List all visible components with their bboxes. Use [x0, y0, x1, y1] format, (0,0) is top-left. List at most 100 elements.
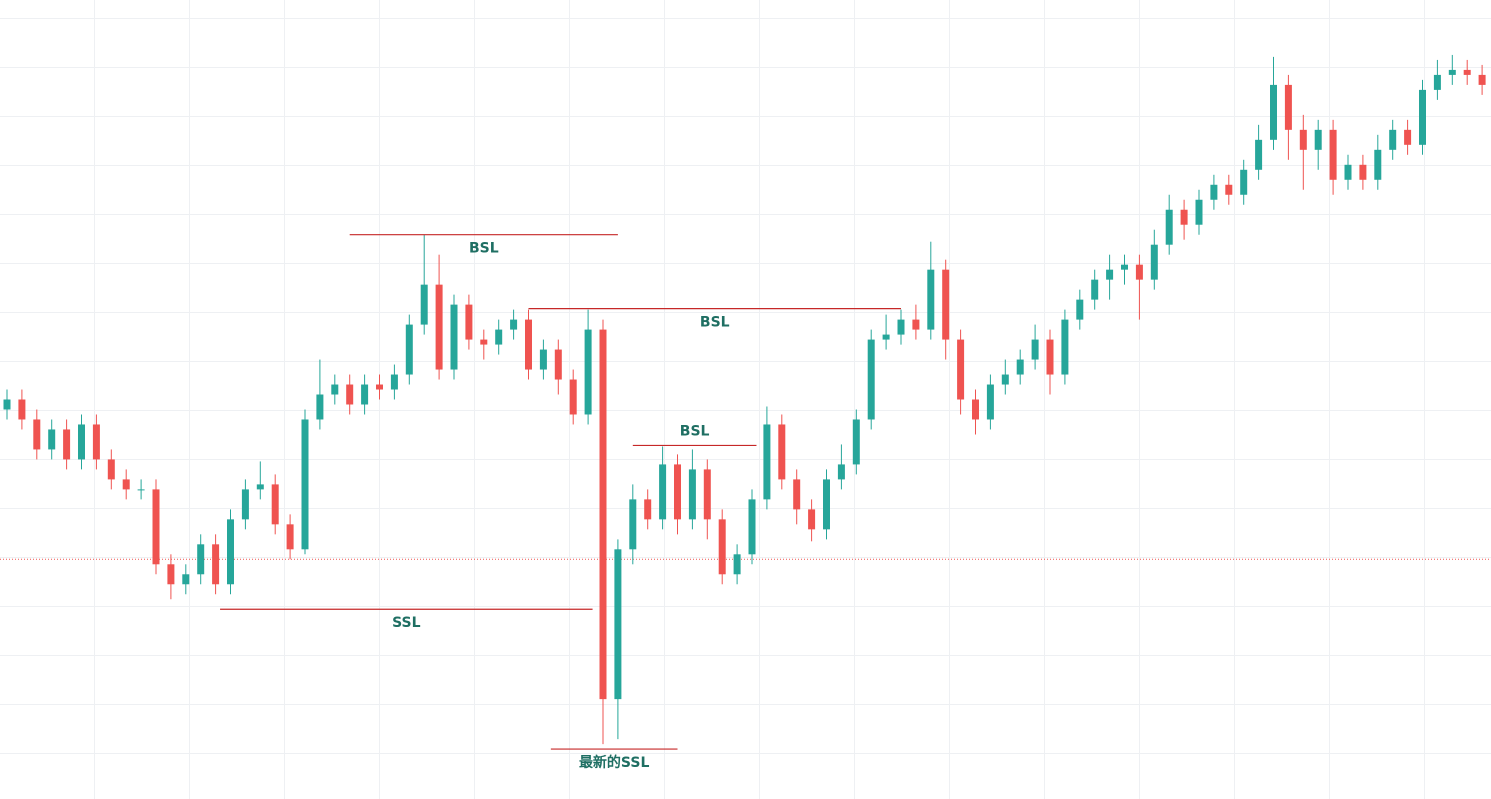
candle-body [1061, 319, 1069, 375]
level-label: BSL [680, 423, 710, 439]
candle-body [495, 329, 503, 345]
candle-body [316, 394, 324, 420]
level-label: SSL [392, 615, 421, 631]
candle-body [599, 329, 607, 700]
candle-body [1463, 69, 1471, 75]
candle-body [286, 524, 294, 550]
candle-body [972, 399, 979, 420]
candle-body [63, 429, 71, 460]
candle-body [837, 464, 845, 480]
candle-body [957, 339, 965, 400]
candle-body [748, 499, 756, 555]
candle-body [1448, 69, 1456, 75]
candle-body [1210, 184, 1218, 200]
candle-body [376, 384, 383, 390]
candle-body [1359, 164, 1367, 180]
candle-body [1135, 264, 1143, 280]
candle-body [1374, 149, 1382, 180]
candle-body [1150, 244, 1158, 280]
candle-body [539, 349, 547, 370]
candle-body [271, 484, 279, 525]
candle-body [718, 519, 726, 575]
candle-body [1329, 129, 1337, 180]
candle-body [346, 384, 354, 405]
candle-body [1344, 164, 1352, 180]
candle-body [510, 319, 518, 330]
candle-body [1299, 129, 1307, 150]
candle-body [390, 374, 398, 390]
candle-body [361, 384, 369, 405]
candle-body [1106, 269, 1114, 280]
candle-body [942, 269, 950, 340]
candle-body [614, 549, 622, 700]
candle-body [405, 324, 413, 375]
candle-body [420, 284, 428, 325]
candle-body [882, 334, 890, 340]
candle-body [1091, 279, 1099, 300]
candle-body [152, 489, 160, 565]
level-label: 最新的SSL [579, 754, 650, 771]
candle-body [912, 319, 920, 330]
candle-body [1195, 199, 1203, 225]
candle-body [107, 459, 115, 480]
candle-body [33, 419, 41, 450]
candle-body [301, 419, 309, 550]
candle-body [137, 489, 145, 491]
candle-body [256, 484, 264, 490]
candle-body [1478, 74, 1486, 85]
candle-body [763, 424, 771, 500]
candle-body [1270, 84, 1277, 140]
candle-body [1165, 209, 1173, 245]
candle-body [778, 424, 786, 480]
candle-body [644, 499, 652, 520]
candle-body [808, 509, 816, 530]
candle-body [986, 384, 994, 420]
candle-body [1001, 374, 1009, 385]
level-label: BSL [700, 315, 730, 331]
candle-body [733, 554, 741, 575]
candle-body [1016, 359, 1024, 375]
candle-body [78, 424, 85, 460]
candle-body [1433, 74, 1441, 90]
candle-body [3, 399, 11, 410]
candle-body [1031, 339, 1039, 360]
candle-body [584, 329, 592, 415]
candle-body [227, 519, 234, 585]
candle-body [1389, 129, 1397, 150]
candle-body [241, 489, 249, 520]
candle-body [1404, 129, 1412, 145]
candle-body [897, 319, 905, 335]
candle-body [1076, 299, 1084, 320]
candle-body [1314, 129, 1322, 150]
candle-body [331, 384, 339, 395]
candle-body [867, 339, 875, 420]
candle-body [927, 269, 935, 330]
candle-body [688, 469, 696, 520]
candle-body [569, 379, 577, 415]
candle-body [167, 564, 175, 585]
candle-body [480, 339, 488, 345]
candle-body [1240, 169, 1248, 195]
candle-body [554, 349, 562, 380]
candle-body [122, 479, 130, 490]
candle-body [197, 544, 205, 575]
level-label: BSL [469, 241, 499, 257]
candle-body [659, 464, 667, 520]
candle-body [450, 304, 458, 370]
candle-body [703, 469, 711, 520]
candle-body [852, 419, 860, 465]
candle-body [18, 399, 26, 420]
candle-body [1419, 89, 1426, 145]
candle-body [182, 574, 190, 585]
candle-body [1046, 339, 1054, 375]
candle-body [48, 429, 56, 450]
candle-body [525, 319, 532, 370]
candle-body [1180, 209, 1188, 225]
candle-body [465, 304, 473, 340]
candle-body [1284, 84, 1292, 130]
candle-body [793, 479, 801, 510]
candle-body [1121, 264, 1128, 270]
candle-body [435, 284, 443, 370]
candle-body [212, 544, 220, 585]
